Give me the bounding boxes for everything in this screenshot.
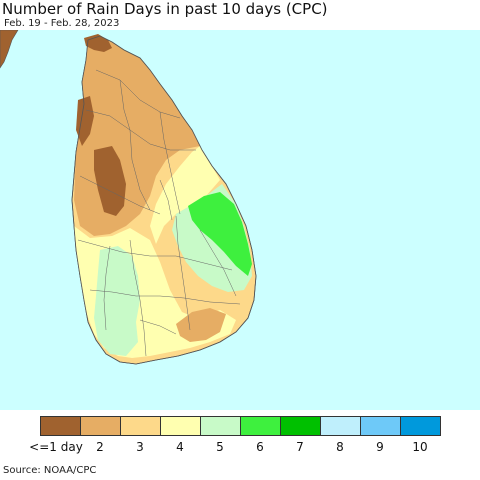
india-coast: [0, 30, 19, 69]
zone-2-days-south: [176, 308, 226, 342]
zone-6-days: [188, 192, 252, 276]
legend-swatch: [80, 416, 121, 436]
rain-days-map: [0, 30, 480, 410]
date-range: Feb. 19 - Feb. 28, 2023: [4, 18, 120, 29]
map-title: Number of Rain Days in past 10 days (CPC…: [2, 0, 328, 18]
sri-lanka-outline: [71, 35, 257, 365]
legend-swatch: [280, 416, 321, 436]
legend-swatch: [160, 416, 201, 436]
legend-label: 6: [256, 440, 264, 454]
legend-swatch: [200, 416, 241, 436]
legend-label: 5: [216, 440, 224, 454]
legend-swatch: [320, 416, 361, 436]
legend-label: 8: [336, 440, 344, 454]
legend-label: 2: [96, 440, 104, 454]
legend-swatch: [400, 416, 441, 436]
legend-swatch: [40, 416, 81, 436]
zone-4-days-east: [150, 146, 220, 244]
source-credit: Source: NOAA/CPC: [3, 465, 97, 476]
legend-label: 7: [296, 440, 304, 454]
legend-swatch: [360, 416, 401, 436]
zone-5-days-southwest: [94, 246, 140, 356]
legend-label: 4: [176, 440, 184, 454]
legend-swatch: [120, 416, 161, 436]
legend-colorbar: [40, 416, 441, 436]
legend-swatch: [240, 416, 281, 436]
zone-1-day-west: [76, 96, 94, 146]
zone-1-day-central: [94, 146, 126, 216]
district-boundaries: [77, 69, 241, 357]
legend-label: 9: [376, 440, 384, 454]
legend-label: <=1 day: [29, 440, 83, 454]
legend-label: 10: [412, 440, 428, 454]
legend-labels: <=1 day 2 3 4 5 6 7 8 9 10: [29, 440, 440, 454]
legend-label: 3: [136, 440, 144, 454]
